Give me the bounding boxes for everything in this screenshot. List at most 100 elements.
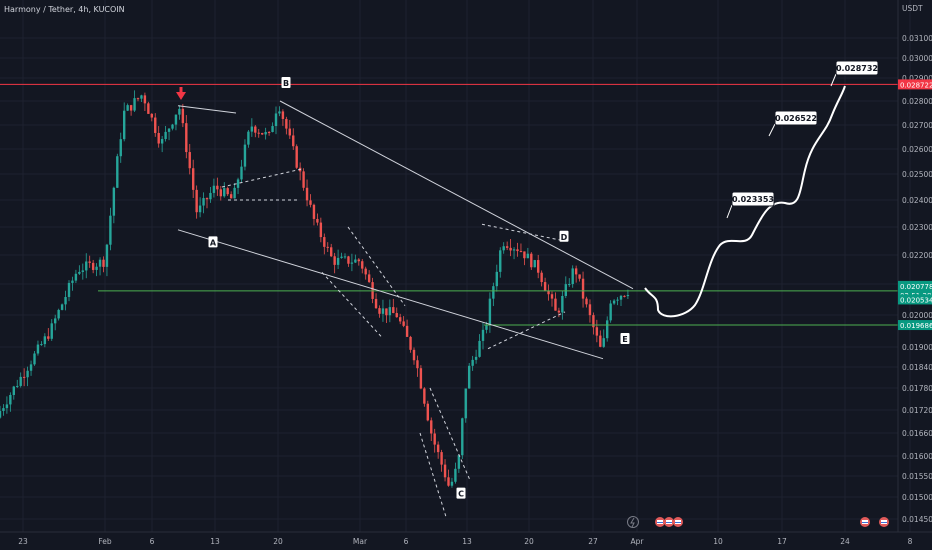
- time-tick-label: 27: [588, 537, 598, 546]
- candle-body: [543, 282, 547, 291]
- candle-body: [133, 98, 136, 111]
- candle-body: [164, 131, 167, 140]
- candle-body: [81, 270, 84, 272]
- price-tag: 0.019686: [898, 320, 932, 331]
- candle-body: [381, 308, 385, 314]
- candle-body: [440, 452, 443, 465]
- candle-body: [257, 132, 260, 134]
- pattern-point-label-b[interactable]: B: [281, 77, 291, 89]
- flag-icon[interactable]: [664, 517, 674, 527]
- candle-body: [281, 111, 285, 119]
- time-tick-label: 17: [777, 537, 787, 546]
- candle-body: [67, 282, 71, 297]
- candle-body: [350, 262, 354, 264]
- candle-body: [357, 259, 360, 262]
- candle-body: [436, 444, 440, 453]
- candle-body: [330, 247, 333, 257]
- candle-body: [109, 215, 112, 245]
- candle-body: [585, 298, 588, 305]
- candle-body: [488, 298, 492, 325]
- time-tick-label: 6: [150, 537, 155, 546]
- time-tick-label: Mar: [353, 537, 368, 546]
- candle-body: [274, 113, 278, 127]
- candle-body: [181, 108, 185, 124]
- candle-body: [471, 359, 474, 366]
- wedge-lower-line: [177, 229, 604, 360]
- candle-body: [468, 365, 471, 389]
- svg-text:A: A: [210, 238, 217, 247]
- svg-text:B: B: [283, 79, 289, 88]
- flag-icon[interactable]: [673, 517, 683, 527]
- candle-body: [540, 272, 543, 283]
- candle-body: [64, 296, 67, 305]
- candle-body: [54, 318, 57, 324]
- candle-body: [433, 433, 436, 445]
- candle-body: [292, 135, 295, 147]
- candle-body: [412, 349, 416, 361]
- svg-text:0.028732: 0.028732: [836, 64, 878, 73]
- candle-body: [478, 340, 481, 357]
- lightning-icon[interactable]: [627, 516, 639, 528]
- candle-body: [160, 139, 164, 144]
- candle-body: [140, 95, 143, 99]
- candle-body: [354, 259, 357, 263]
- svg-text:0.019686: 0.019686: [900, 322, 932, 330]
- candle-body: [312, 204, 316, 219]
- candle-body: [512, 249, 516, 251]
- candle-body: [550, 294, 554, 299]
- target-callout[interactable]: 0.028732: [830, 60, 879, 87]
- candle-body: [0, 410, 2, 418]
- candle-body: [592, 315, 595, 328]
- pattern-point-label-d[interactable]: D: [559, 230, 569, 242]
- candle-body: [367, 274, 371, 283]
- pattern-point-label-c[interactable]: C: [456, 487, 466, 499]
- flag-icon[interactable]: [879, 517, 889, 527]
- price-tag: 0.020778: [898, 280, 932, 291]
- candle-body: [557, 310, 561, 313]
- candle-body: [309, 200, 312, 205]
- candle-body: [74, 273, 78, 281]
- candle-body: [426, 403, 429, 421]
- pattern-point-label-a[interactable]: A: [208, 236, 218, 248]
- candle-body: [202, 198, 205, 206]
- drawings-layer: A B C D E 0.023353 0.026522 0.028732: [0, 60, 898, 528]
- candle-body: [285, 118, 288, 129]
- candle-body: [247, 131, 250, 145]
- candle-body: [323, 237, 326, 247]
- channel-line: [487, 311, 566, 350]
- candle-body: [405, 325, 409, 337]
- candle-body: [16, 385, 19, 387]
- candle-body: [516, 249, 519, 252]
- pattern-point-label-e[interactable]: E: [620, 333, 630, 344]
- candle-body: [523, 251, 526, 259]
- candle-body: [2, 408, 5, 411]
- candle-body: [88, 261, 91, 263]
- down-arrow-icon: [176, 87, 186, 100]
- price-tag: 0.020534: [898, 294, 932, 305]
- candle-body: [571, 268, 574, 285]
- candle-body: [150, 113, 153, 118]
- candle-body: [416, 360, 419, 369]
- candle-body: [219, 189, 222, 197]
- candle-body: [474, 356, 478, 360]
- candle-body: [588, 304, 592, 316]
- target-callout[interactable]: 0.023353: [726, 191, 775, 219]
- svg-text:0.020534: 0.020534: [900, 296, 932, 304]
- candle-body: [461, 418, 464, 456]
- flag-icon[interactable]: [860, 517, 870, 527]
- candle-body: [443, 464, 447, 478]
- candle-body: [26, 370, 29, 378]
- candle-body: [243, 144, 247, 167]
- candle-body: [136, 98, 140, 100]
- candle-body: [226, 188, 229, 195]
- candle-body: [116, 156, 119, 188]
- target-callout[interactable]: 0.026522: [768, 110, 818, 137]
- candle-body: [95, 266, 98, 270]
- flag-icon[interactable]: [655, 517, 665, 527]
